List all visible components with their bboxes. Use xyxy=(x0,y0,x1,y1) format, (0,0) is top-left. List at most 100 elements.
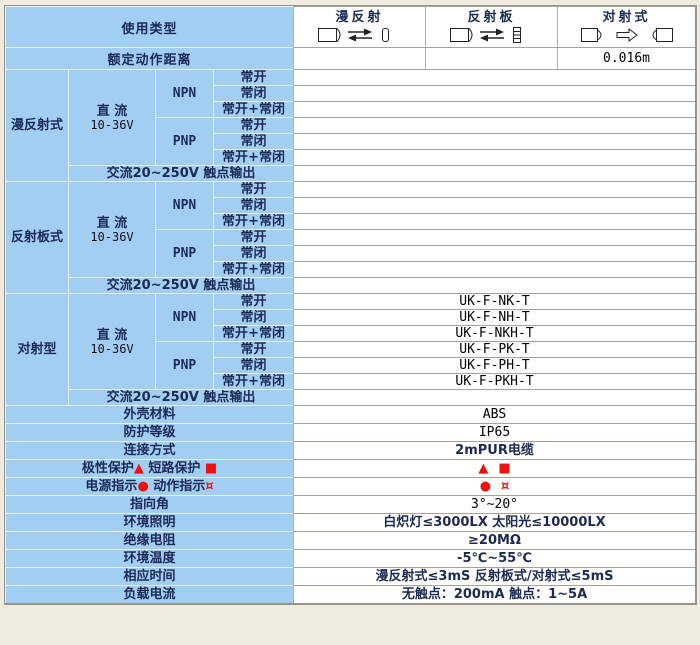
power-indicator-text: 电源指示 xyxy=(85,479,138,494)
table-row: 常开+常闭 xyxy=(5,261,696,277)
action-indicator-text: 动作指示 xyxy=(148,479,206,494)
table-row: 常开+常闭 xyxy=(5,213,696,229)
contact-mode-label: 常开+常闭 xyxy=(213,149,294,165)
table-row: PNP 常开 xyxy=(5,117,696,165)
model-cell xyxy=(293,261,696,277)
contact-mode-label: 常开+常闭 xyxy=(213,101,294,117)
section-type-label: 漫反射式 xyxy=(5,69,68,181)
table-row: 常闭 UK-F-NH-T xyxy=(5,309,696,325)
type-column-diffuse: 漫反射 xyxy=(293,6,426,47)
type-column-through-beam: 对射式 xyxy=(557,6,696,47)
table-row: 常闭 xyxy=(5,197,696,213)
table-row: PNP 常开 xyxy=(5,229,696,277)
circle-symbol: ● xyxy=(479,479,492,494)
table-row: 交流20~250V 触点输出 xyxy=(5,165,696,181)
model-cell: UK-F-PH-T xyxy=(293,357,696,373)
contact-mode-label: 常开 xyxy=(213,69,294,85)
table-row: 常闭 xyxy=(5,85,696,101)
model-cell: UK-F-NKH-T xyxy=(293,325,696,341)
spec-label-ambient-light: 环境照明 xyxy=(5,513,294,531)
spec-value-insulation-resistance: ≥20MΩ xyxy=(293,531,696,549)
section-type-label: 对射型 xyxy=(5,293,68,405)
usage-type-row: 使用类型 漫反射 反射板 xyxy=(5,6,696,47)
contact-mode-label: 常闭 xyxy=(213,309,294,325)
table-row: 防护等级 IP65 xyxy=(5,423,696,441)
table-row: 交流20~250V 触点输出 xyxy=(5,277,696,293)
npn-label: NPN xyxy=(155,293,213,341)
table-row: 交流20~250V 触点输出 xyxy=(5,389,696,405)
usage-type-header: 使用类型 xyxy=(5,6,294,47)
retroreflective-icon xyxy=(427,26,556,46)
short-circuit-protection-text: 短路保护 xyxy=(143,461,205,476)
spec-value-ambient-light: 白炽灯≤3000LX 太阳光≤10000LX xyxy=(293,513,696,531)
table-row: 环境照明 白炽灯≤3000LX 太阳光≤10000LX xyxy=(5,513,696,531)
table-row: 常开+常闭 xyxy=(5,149,696,165)
contact-mode-label: 常开 xyxy=(213,181,294,197)
table-row: 常闭 xyxy=(5,245,696,261)
model-cell xyxy=(293,165,696,181)
spec-label-insulation-resistance: 绝缘电阻 xyxy=(5,531,294,549)
contact-mode-label: 常闭 xyxy=(213,357,294,373)
dc-voltage: 10-36V xyxy=(90,341,134,356)
table-row: 常开+常闭 UK-F-NKH-T xyxy=(5,325,696,341)
section-type-label: 反射板式 xyxy=(5,181,68,293)
contact-mode-label: 常开+常闭 xyxy=(213,373,294,389)
spec-label-response-time: 相应时间 xyxy=(5,567,294,585)
model-cell xyxy=(293,229,696,245)
spec-value-protection-rating: IP65 xyxy=(293,423,696,441)
spec-label-connection: 连接方式 xyxy=(5,441,294,459)
pnp-label: PNP xyxy=(155,117,213,165)
contact-mode-label: 常开+常闭 xyxy=(213,325,294,341)
model-cell xyxy=(293,213,696,229)
rated-distance-diffuse xyxy=(293,47,426,69)
contact-mode-label: 常开+常闭 xyxy=(213,261,294,277)
spec-value-load-current: 无触点：200mA 触点：1~5A xyxy=(293,585,696,603)
spec-label-beam-angle: 指向角 xyxy=(5,495,294,513)
model-cell xyxy=(293,245,696,261)
model-cell xyxy=(293,149,696,165)
ac-output-label: 交流20~250V 触点输出 xyxy=(68,277,294,293)
table-row: 负载电流 无触点：200mA 触点：1~5A xyxy=(5,585,696,603)
npn-label: NPN xyxy=(155,69,213,117)
spec-label-ambient-temperature: 环境温度 xyxy=(5,549,294,567)
polarity-protection-text: 极性保护 xyxy=(81,461,134,476)
model-cell xyxy=(293,85,696,101)
spec-value-housing-material: ABS xyxy=(293,405,696,423)
spec-label-housing-material: 外壳材料 xyxy=(5,405,294,423)
contact-mode-label: 常开 xyxy=(213,117,294,133)
npn-label: NPN xyxy=(155,181,213,229)
table-row: 常闭 UK-F-PH-T xyxy=(5,357,696,373)
diffuse-title: 漫反射 xyxy=(335,10,384,25)
dc-label: 直 流 xyxy=(96,327,128,343)
model-cell xyxy=(293,117,696,133)
spec-value-power-action-indicator: ● ¤ xyxy=(293,477,696,495)
table-row: 相应时间 漫反射式≤3mS 反射板式/对射式≤5mS xyxy=(5,567,696,585)
dc-voltage: 10-36V xyxy=(90,117,134,132)
contact-mode-label: 常闭 xyxy=(213,85,294,101)
table-row: 外壳材料 ABS xyxy=(5,405,696,423)
dc-supply-cell: 直 流 10-36V xyxy=(68,181,155,277)
ac-output-label: 交流20~250V 触点输出 xyxy=(68,165,294,181)
pnp-label: PNP xyxy=(155,229,213,277)
ac-output-label: 交流20~250V 触点输出 xyxy=(68,389,294,405)
spec-value-beam-angle: 3°~20° xyxy=(293,495,696,513)
square-symbol: ■ xyxy=(204,461,218,476)
sensor-spec-table: 使用类型 漫反射 反射板 xyxy=(4,5,698,605)
table-row: 对射型 直 流 10-36V NPN 常开 UK-F-NK-T xyxy=(5,293,696,405)
contact-mode-label: 常闭 xyxy=(213,197,294,213)
contact-mode-label: 常闭 xyxy=(213,133,294,149)
pnp-label: PNP xyxy=(155,341,213,389)
dc-voltage: 10-36V xyxy=(90,229,134,244)
model-cell xyxy=(293,133,696,149)
model-cell xyxy=(293,277,696,293)
model-cell: UK-F-PKH-T xyxy=(293,373,696,389)
burst-symbol: ¤ xyxy=(205,479,214,494)
spec-label-polarity-short-protection: 极性保护▲ 短路保护 ■ xyxy=(5,459,294,477)
through-beam-icon xyxy=(559,26,694,46)
spec-value-ambient-temperature: -5℃~55℃ xyxy=(293,549,696,567)
contact-mode-label: 常闭 xyxy=(213,245,294,261)
model-cell: UK-F-NH-T xyxy=(293,309,696,325)
rated-distance-retroreflective xyxy=(425,47,558,69)
contact-mode-label: 常开 xyxy=(213,293,294,309)
table-row: 连接方式 2mPUR电缆 xyxy=(5,441,696,459)
